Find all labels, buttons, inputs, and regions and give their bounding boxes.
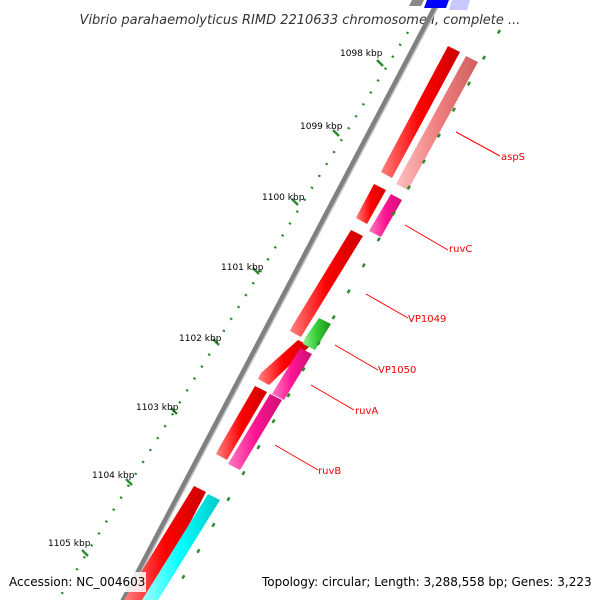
tick-label: 1101 kbp (221, 263, 264, 273)
minor-tick-ring (56, 31, 410, 600)
gene-ruvA (272, 348, 312, 400)
major-tick (170, 407, 178, 415)
cds-arrow-ruvA-fwd (258, 340, 310, 385)
major-tick (81, 549, 89, 557)
tick-label: 1100 kbp (262, 193, 305, 203)
forward-cds-track (124, 46, 460, 600)
backbone-ring (120, 0, 442, 600)
gene-label: ruvA (355, 406, 378, 417)
top-lavender-feature (449, 0, 470, 10)
leader-VP1050 (334, 344, 379, 371)
leader-ruvC (404, 224, 449, 251)
leader-VP1049 (365, 293, 409, 319)
map-title: Vibrio parahaemolyticus RIMD 2210633 chr… (80, 13, 521, 28)
leader-ruvB (274, 444, 319, 471)
top-blue-feature (424, 0, 449, 8)
major-tick (376, 59, 384, 67)
tick-label: 1099 kbp (300, 122, 343, 132)
accession-text: Accession: NC_004603 (9, 575, 146, 589)
tick-label: 1103 kbp (136, 403, 179, 413)
gene-label: VP1049 (408, 314, 446, 325)
major-ticks (81, 59, 384, 557)
topology-bg (258, 572, 594, 592)
gene-label-lines (274, 131, 501, 471)
gene-features (142, 56, 478, 600)
major-tick (212, 338, 220, 346)
gene-aspS (396, 56, 478, 190)
major-tick (332, 129, 340, 137)
cds-arrow-bottom-fwd (124, 486, 206, 600)
gene-label: ruvB (318, 466, 341, 477)
gene-ruvB (228, 394, 282, 470)
gene-VP1050 (303, 318, 331, 350)
inner-tick-ring (168, 29, 502, 600)
bottom-cyan-feature (142, 494, 220, 600)
gene-labels: aspS ruvC VP1049 VP1050 ruvA ruvB (318, 152, 525, 477)
cds-arrow-VP1049 (290, 230, 363, 337)
leader-aspS (455, 131, 501, 157)
tick-label: 1098 kbp (340, 49, 383, 59)
tick-label: 1104 kbp (92, 471, 135, 481)
major-tick (252, 267, 260, 275)
gene-ruvC (369, 194, 402, 237)
backbone-highlight (125, 0, 443, 600)
cds-arrow-aspS-fwd (381, 46, 460, 178)
tick-label: 1102 kbp (179, 334, 222, 344)
topology-text: Topology: circular; Length: 3,288,558 bp… (262, 575, 592, 589)
leader-ruvA (310, 384, 355, 411)
gene-label: ruvC (449, 244, 472, 255)
cds-arrow-ruvB-fwd (216, 386, 267, 460)
gene-label: VP1050 (378, 365, 416, 376)
top-grey-feature (409, 0, 424, 6)
major-tick (291, 198, 299, 206)
cds-arrow-ruvC-fwd (356, 184, 386, 224)
accession-bg (6, 572, 146, 592)
tick-labels: 1098 kbp 1099 kbp 1100 kbp 1101 kbp 1102… (48, 49, 383, 549)
major-tick (125, 478, 133, 486)
tick-label: 1105 kbp (48, 539, 91, 549)
gene-label: aspS (501, 152, 525, 163)
